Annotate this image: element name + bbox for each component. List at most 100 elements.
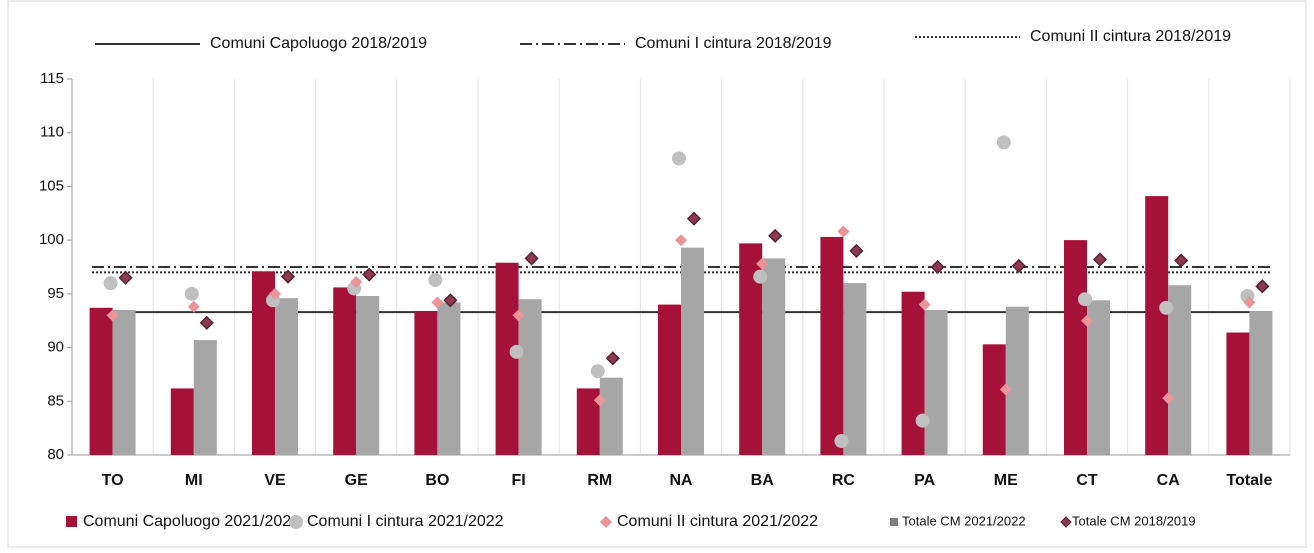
bar	[333, 287, 357, 455]
circle-marker	[184, 286, 199, 301]
bar	[1249, 311, 1273, 455]
bar	[1005, 306, 1029, 455]
legend-swatch	[289, 515, 303, 529]
y-tick-label: 95	[47, 285, 64, 302]
x-tick-label: CA	[1157, 472, 1181, 489]
y-tick-label: 110	[40, 124, 64, 141]
diamond-marker	[849, 243, 864, 258]
bar	[739, 243, 763, 455]
circle-marker	[428, 272, 443, 287]
x-tick-label: RC	[832, 472, 856, 489]
x-tick-label: CT	[1076, 472, 1098, 489]
bar	[576, 388, 600, 455]
bar	[1226, 332, 1250, 455]
circle-marker	[753, 269, 768, 284]
bar	[518, 299, 542, 455]
legend-label: Comuni II cintura 2018/2019	[1030, 28, 1231, 45]
diamond-marker	[756, 257, 769, 270]
circle-marker	[996, 135, 1011, 150]
circle-marker	[509, 344, 524, 359]
bar	[1064, 240, 1087, 455]
bar	[843, 283, 867, 455]
bar	[599, 377, 623, 455]
legend-swatch	[890, 518, 898, 526]
bar	[901, 291, 925, 455]
bar	[820, 236, 844, 455]
y-tick-label: 85	[47, 392, 64, 409]
x-tick-label: TO	[102, 472, 124, 489]
x-tick-label: FI	[511, 472, 525, 489]
bar	[437, 302, 461, 455]
x-tick-label: VE	[264, 472, 286, 489]
diamond-marker	[686, 211, 702, 226]
y-tick-label: 80	[47, 446, 64, 463]
diamond-marker	[605, 351, 620, 366]
diamond-marker	[1011, 258, 1026, 273]
circle-marker	[1078, 292, 1092, 307]
diamond-marker	[1174, 253, 1189, 268]
bar	[252, 271, 275, 455]
diamond-marker	[930, 259, 945, 275]
diamond-marker	[187, 300, 200, 313]
x-tick-label: PA	[914, 472, 935, 489]
legend-label: Totale CM 2018/2019	[1072, 513, 1196, 528]
diamond-marker	[269, 287, 281, 300]
diamond-marker	[431, 296, 444, 309]
y-tick-label: 100	[39, 231, 64, 248]
bar	[982, 344, 1006, 455]
legend-label: Comuni I cintura 2018/2019	[635, 35, 832, 52]
diamond-marker	[1092, 252, 1108, 267]
circle-marker	[915, 413, 930, 428]
diamond-marker	[199, 315, 214, 330]
legend-label: Comuni Capoluogo 2021/2022	[83, 513, 300, 530]
bar	[275, 298, 298, 455]
frame	[7, 0, 1307, 548]
diamond-marker	[837, 225, 850, 238]
circle-marker	[834, 434, 849, 449]
legend-label: Totale CM 2021/2022	[902, 513, 1026, 528]
x-tick-label: BA	[751, 472, 775, 489]
diamond-marker	[1162, 392, 1175, 405]
x-tick-label: ME	[994, 472, 1018, 489]
diamond-marker	[593, 394, 606, 407]
diamond-marker	[1255, 279, 1270, 294]
x-tick-label: Totale	[1226, 472, 1272, 489]
x-tick-label: NA	[669, 472, 693, 489]
bar	[112, 309, 136, 455]
legend-swatch	[1060, 516, 1072, 528]
bar	[89, 307, 113, 455]
bar	[193, 340, 217, 455]
bar	[414, 311, 438, 455]
legend-swatch	[600, 516, 612, 528]
legend-label: Comuni Capoluogo 2018/2019	[210, 35, 427, 52]
diamond-marker	[675, 234, 687, 247]
x-tick-label: RM	[587, 472, 612, 489]
bar	[1145, 196, 1169, 455]
bar	[495, 262, 519, 455]
bar	[170, 388, 194, 455]
diamond-marker	[918, 298, 931, 311]
legend-swatch	[66, 516, 77, 527]
y-tick-label: 90	[47, 339, 64, 356]
diamond-marker	[118, 270, 133, 285]
y-tick-label: 105	[39, 177, 64, 194]
x-tick-label: MI	[185, 472, 203, 489]
legend-label: Comuni II cintura 2021/2022	[617, 513, 818, 530]
diamond-marker	[1243, 296, 1256, 309]
x-tick-label: BO	[425, 472, 449, 489]
diamond-marker	[362, 267, 377, 282]
diamond-marker	[999, 383, 1012, 396]
bar	[658, 304, 681, 455]
circle-marker	[672, 151, 686, 166]
diamond-marker	[350, 276, 363, 289]
diamond-marker	[768, 228, 783, 243]
diamond-marker	[1081, 314, 1093, 327]
diamond-marker	[512, 309, 525, 322]
bar	[356, 296, 380, 455]
bar	[681, 247, 704, 455]
y-tick-label: 115	[40, 70, 64, 87]
legend-label: Comuni I cintura 2021/2022	[307, 513, 504, 530]
circle-marker	[1159, 300, 1174, 315]
x-tick-label: GE	[345, 472, 368, 489]
